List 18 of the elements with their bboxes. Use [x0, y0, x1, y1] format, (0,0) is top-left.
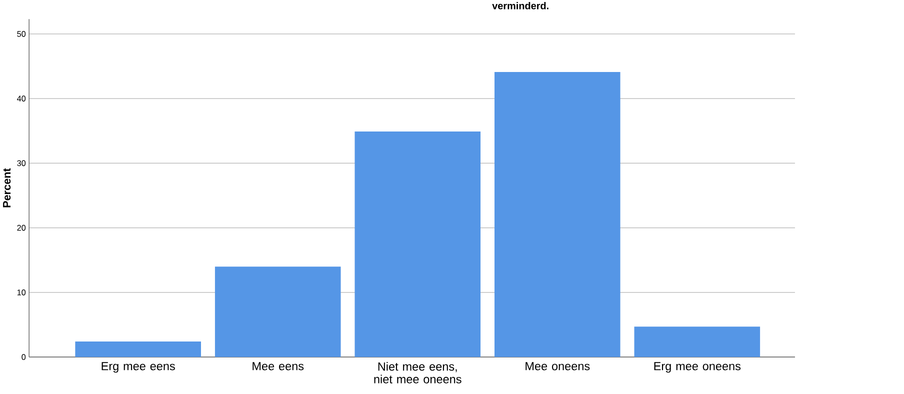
- y-tick-label: 30: [17, 160, 26, 166]
- x-tick-label: Niet mee eens, niet mee oneens: [374, 362, 462, 384]
- y-tick-label: 0: [22, 354, 26, 360]
- y-tick-label: 10: [17, 289, 26, 296]
- x-tick-label: Erg mee eens: [102, 362, 175, 372]
- bar: [214, 266, 341, 357]
- y-tick-label: 40: [17, 96, 26, 102]
- x-tick-label: Mee oneens: [526, 362, 590, 370]
- x-tick-label: Mee eens: [252, 362, 304, 370]
- bar: [634, 326, 760, 357]
- chart-title: verminderd.: [492, 2, 548, 10]
- bar: [75, 341, 201, 357]
- y-tick-label: 50: [17, 30, 26, 37]
- y-axis-title: Percent: [3, 168, 11, 208]
- y-tick-label: 20: [17, 224, 26, 231]
- x-tick-label: Erg mee oneens: [654, 362, 741, 372]
- bar: [494, 72, 620, 357]
- bar: [354, 131, 481, 357]
